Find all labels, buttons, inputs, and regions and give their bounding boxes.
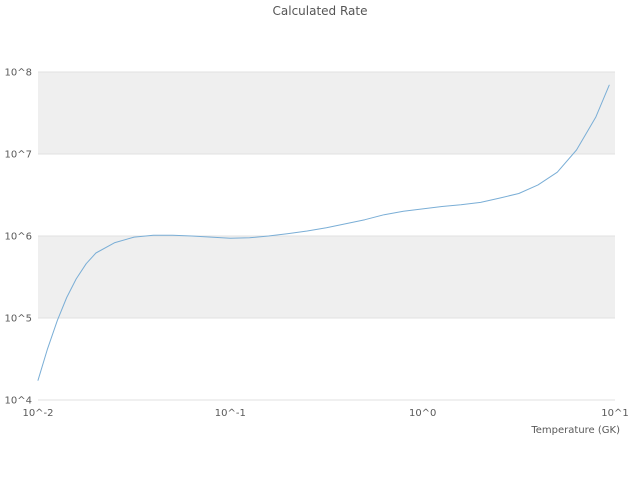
y-tick-label: 10^7 — [5, 150, 32, 161]
y-tick-label: 10^4 — [5, 396, 32, 407]
x-tick-label: 10^-1 — [215, 408, 246, 419]
plot-band — [38, 154, 615, 236]
x-axis-label: Temperature (GK) — [531, 425, 620, 436]
plot-band — [38, 318, 615, 400]
rate-curve — [37, 84, 610, 381]
x-tick-label: 10^1 — [601, 408, 628, 419]
chart-title: Calculated Rate — [272, 4, 368, 18]
y-tick-label: 10^8 — [5, 68, 32, 79]
y-tick-label: 10^6 — [5, 232, 32, 243]
x-tick-label: 10^0 — [409, 408, 436, 419]
x-tick-label: 10^-2 — [22, 408, 53, 419]
y-tick-label: 10^5 — [5, 314, 32, 325]
plot-band — [38, 236, 615, 318]
plot-band — [38, 72, 615, 154]
